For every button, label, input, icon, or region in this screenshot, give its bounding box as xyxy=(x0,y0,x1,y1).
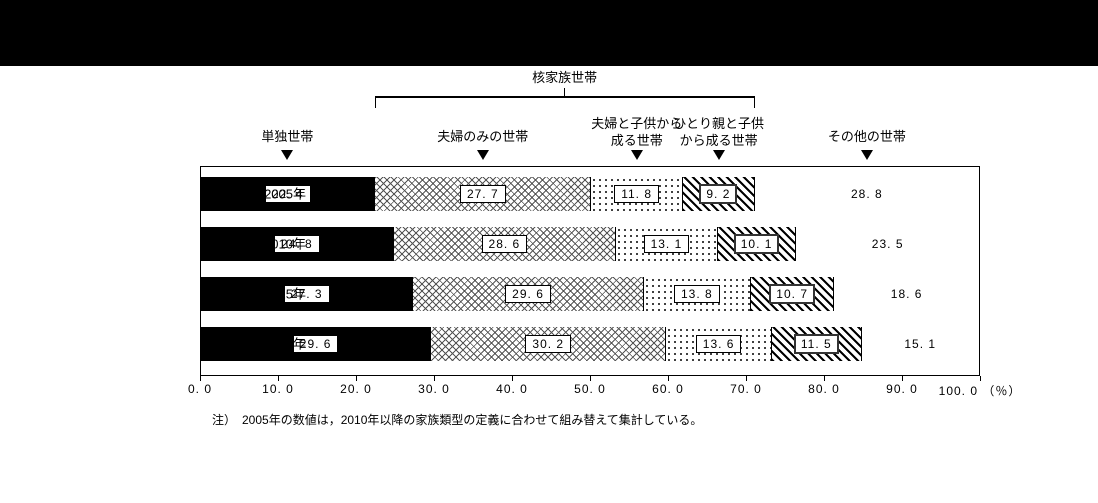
segment-couple: 30. 2 xyxy=(431,327,666,361)
value-label: 9. 2 xyxy=(699,184,737,204)
segment-coup_kids: 13. 6 xyxy=(666,327,772,361)
value-label: 10. 1 xyxy=(734,234,780,254)
x-axis-label: 80. 0 xyxy=(808,382,840,396)
segment-couple: 28. 6 xyxy=(394,227,616,261)
segment-single: 29. 6 xyxy=(201,327,431,361)
x-axis-label: 20. 0 xyxy=(340,382,372,396)
segment-other: 28. 8 xyxy=(755,177,979,211)
x-tick xyxy=(902,376,903,381)
x-axis-label: 30. 0 xyxy=(418,382,450,396)
x-tick xyxy=(590,376,591,381)
segment-couple: 29. 6 xyxy=(413,277,643,311)
x-axis-label: 100. 0 （％） xyxy=(939,382,1022,399)
segment-other: 15. 1 xyxy=(862,327,979,361)
bracket-line xyxy=(754,96,756,108)
triangle-marker xyxy=(861,150,873,160)
value-label: 10. 7 xyxy=(769,284,815,304)
x-tick xyxy=(824,376,825,381)
bar-row-2005年: 22. 427. 711. 89. 228. 8 xyxy=(201,177,979,211)
segment-one_kids: 9. 2 xyxy=(683,177,755,211)
value-label: 15. 1 xyxy=(904,337,936,351)
x-tick xyxy=(668,376,669,381)
chart-footnote: 注） 2005年の数値は，2010年以降の家族類型の定義に合わせて組み替えて集計… xyxy=(212,411,702,428)
x-axis-label: 0. 0 xyxy=(188,382,212,396)
segment-other: 18. 6 xyxy=(834,277,979,311)
value-label: 29. 6 xyxy=(505,285,551,303)
segment-coup_kids: 13. 8 xyxy=(644,277,751,311)
value-label: 18. 6 xyxy=(891,287,923,301)
triangle-marker xyxy=(281,150,293,160)
category-label-couple: 夫婦のみの世帯 xyxy=(437,129,528,146)
x-axis-label: 10. 0 xyxy=(262,382,294,396)
y-axis-label: 2005年 xyxy=(264,184,306,203)
household-type-chart: 22. 427. 711. 89. 228. 824. 828. 613. 11… xyxy=(0,66,1098,503)
category-label-coup_kids: 夫婦と子供から成る世帯 xyxy=(591,116,682,150)
x-axis-label: 60. 0 xyxy=(652,382,684,396)
value-label: 28. 8 xyxy=(851,187,883,201)
segment-one_kids: 10. 1 xyxy=(718,227,796,261)
bracket-line xyxy=(375,96,377,108)
x-tick xyxy=(434,376,435,381)
x-axis-label: 40. 0 xyxy=(496,382,528,396)
value-label: 13. 1 xyxy=(644,235,690,253)
segment-coup_kids: 11. 8 xyxy=(591,177,683,211)
x-tick xyxy=(746,376,747,381)
plot-area: 22. 427. 711. 89. 228. 824. 828. 613. 11… xyxy=(200,166,980,376)
segment-couple: 27. 7 xyxy=(375,177,591,211)
triangle-marker xyxy=(713,150,725,160)
value-label: 23. 5 xyxy=(872,237,904,251)
x-tick xyxy=(200,376,201,381)
x-axis-label: 70. 0 xyxy=(730,382,762,396)
x-tick xyxy=(278,376,279,381)
bar-row-2015年: 27. 3 29. 6 13. 8 10. 7 18. 6 xyxy=(201,277,979,311)
value-label: 30. 2 xyxy=(525,335,571,353)
category-label-single: 単独世帯 xyxy=(261,129,313,146)
triangle-marker xyxy=(631,150,643,160)
value-label: 11. 5 xyxy=(794,334,839,354)
value-label: 11. 8 xyxy=(614,185,659,203)
category-label-other: その他の世帯 xyxy=(828,129,906,146)
y-axis-label: 2015年 xyxy=(264,284,306,303)
x-axis-label: 90. 0 xyxy=(886,382,918,396)
y-axis-label: 2010年 xyxy=(264,234,306,253)
value-label: 13. 8 xyxy=(674,285,720,303)
value-label: 13. 6 xyxy=(696,335,742,353)
value-label: 28. 6 xyxy=(482,235,528,253)
triangle-marker xyxy=(477,150,489,160)
y-axis-label: 2020年 xyxy=(264,334,306,353)
segment-coup_kids: 13. 1 xyxy=(616,227,718,261)
x-tick xyxy=(512,376,513,381)
value-label: 27. 7 xyxy=(460,185,506,203)
x-tick xyxy=(980,376,981,381)
segment-one_kids: 10. 7 xyxy=(751,277,834,311)
top-black-band xyxy=(0,0,1098,66)
bar-row-2020年: 29. 6 30. 2 13. 6 11. 5 15. 1 xyxy=(201,327,979,361)
segment-single: 27. 3 xyxy=(201,277,413,311)
segment-other: 23. 5 xyxy=(796,227,979,261)
bracket-line xyxy=(564,88,566,96)
bracket-label: 核家族世帯 xyxy=(532,70,597,87)
segment-one_kids: 11. 5 xyxy=(772,327,861,361)
x-tick xyxy=(356,376,357,381)
category-label-one_kids: ひとり親と子供から成る世帯 xyxy=(673,116,764,150)
bracket-line xyxy=(375,96,755,98)
x-axis-label: 50. 0 xyxy=(574,382,606,396)
bar-row-2010年: 24. 828. 613. 110. 123. 5 xyxy=(201,227,979,261)
